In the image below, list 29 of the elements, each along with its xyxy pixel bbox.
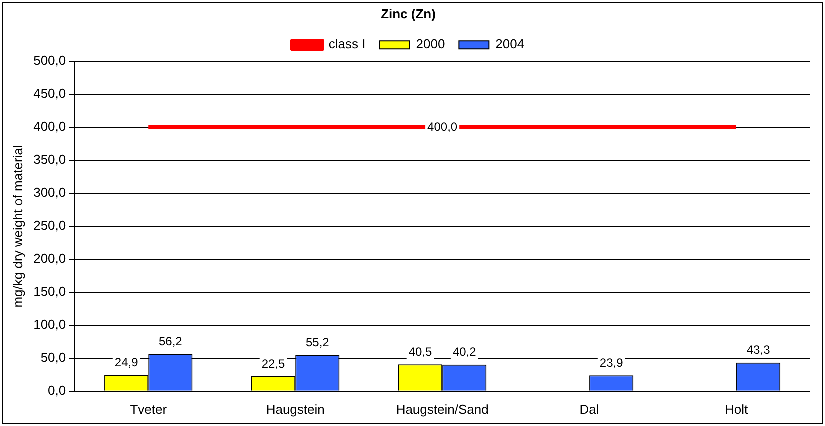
x-tick-label: Haugstein <box>266 402 325 417</box>
data-label: 22,5 <box>262 356 286 371</box>
data-label: 23,9 <box>600 356 624 370</box>
y-tick-label: 400,0 <box>34 119 66 134</box>
x-tick-label: Holt <box>724 402 748 417</box>
data-label: 40,5 <box>408 345 433 359</box>
chart-title: Zinc (Zn) <box>381 6 436 22</box>
data-label: 56,2 <box>158 334 183 349</box>
y-tick-label: 300,0 <box>34 185 66 200</box>
data-label: 40,2 <box>452 345 477 360</box>
y-tick-label: 200,0 <box>34 251 66 266</box>
data-label: 55,2 <box>306 335 330 350</box>
y-tick-label: 500,0 <box>34 53 66 68</box>
y-tick-label: 150,0 <box>34 284 66 300</box>
x-tick-label: Tveter <box>130 402 168 417</box>
x-tick-label: Haugstein/Sand <box>396 402 489 417</box>
data-label: 43,3 <box>746 343 771 358</box>
y-tick-label: 250,0 <box>34 218 66 234</box>
x-tick-label: Dal <box>580 402 600 417</box>
legend-label: 2004 <box>496 36 525 52</box>
y-tick-label: 350,0 <box>34 152 66 168</box>
y-tick-label: 50,0 <box>40 350 66 365</box>
legend-label: class I <box>328 36 366 52</box>
y-axis-title: mg/kg dry weight of material <box>10 145 26 308</box>
y-tick-label: 450,0 <box>34 86 66 102</box>
legend-label: 2000 <box>416 36 446 52</box>
data-label: 24,9 <box>114 355 139 370</box>
y-tick-label: 100,0 <box>34 317 66 332</box>
y-tick-label: 0,0 <box>48 382 66 398</box>
